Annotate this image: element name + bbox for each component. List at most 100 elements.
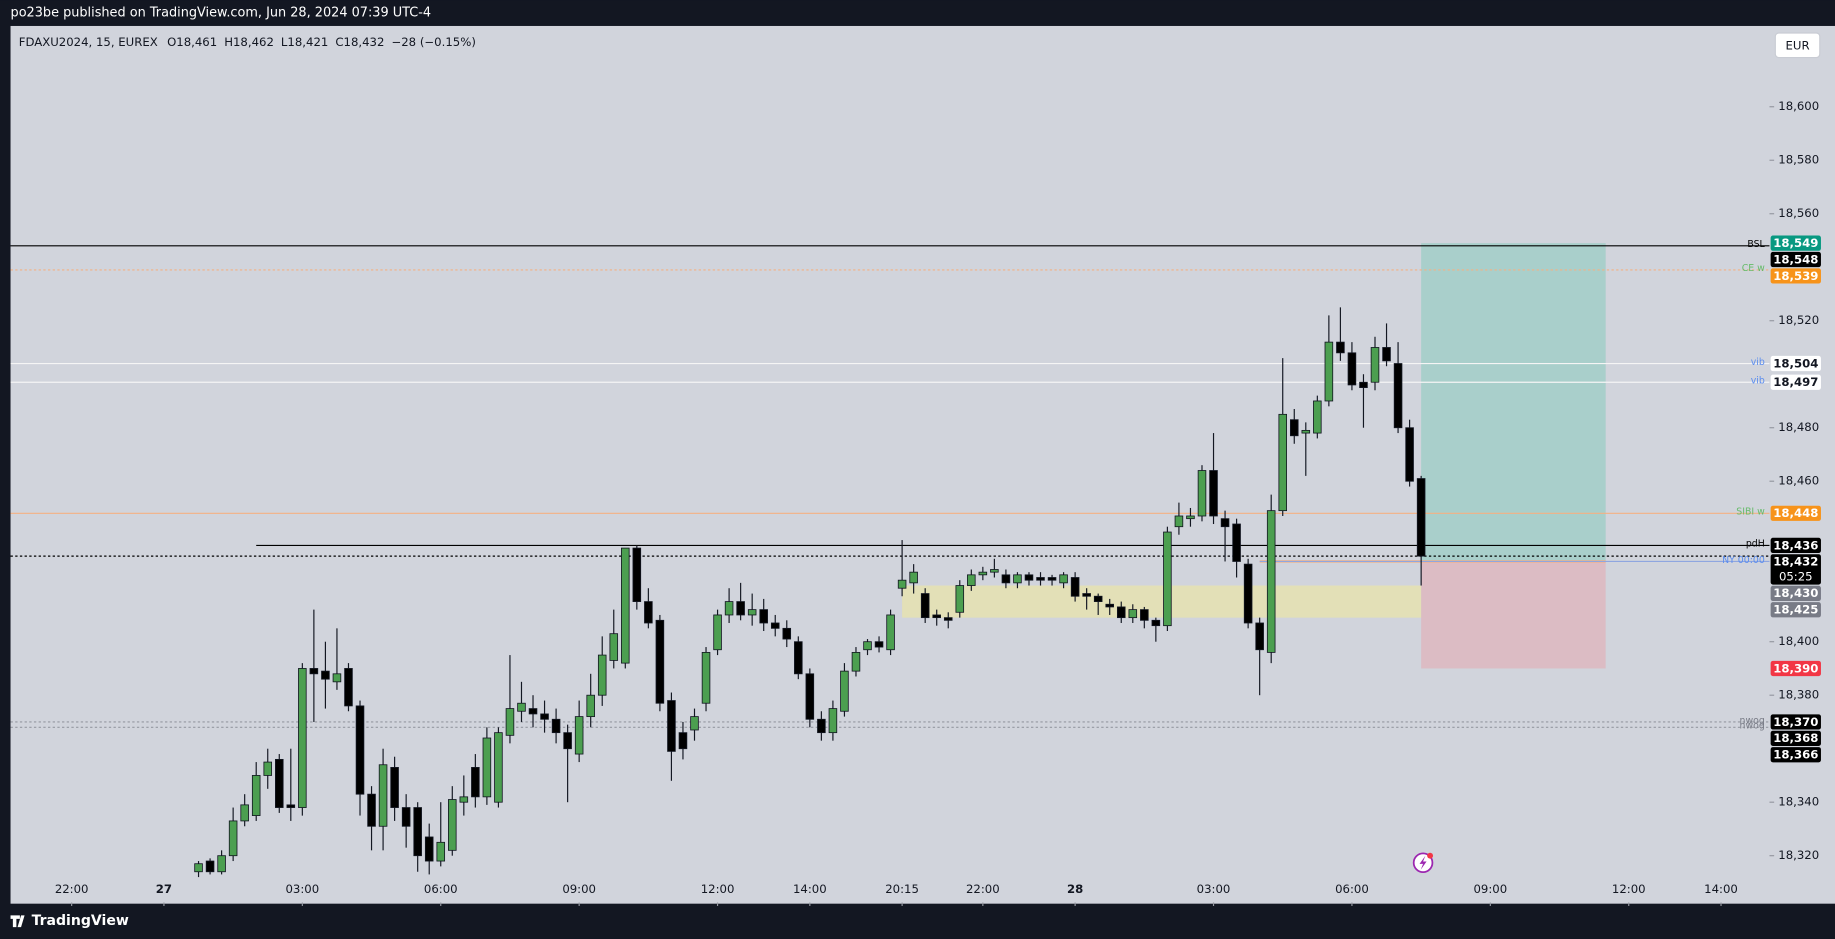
candle-body [586,694,595,718]
candle-body [251,775,261,816]
candle-body [828,708,838,734]
candle-body [1024,574,1034,581]
y-tick-label: 18,380 [1778,688,1819,702]
x-tick-label: 03:00 [285,882,319,896]
candle-body [448,799,457,851]
candle-body [505,708,515,736]
level-name: NY 00:00 [1722,555,1765,566]
price-tag-label: 18,549 [1773,236,1818,250]
price-tag [1770,730,1821,746]
candle-body [217,855,226,873]
candle-body [874,641,884,648]
candle-body [1359,381,1368,389]
candle-body [309,668,319,675]
candle-body [1128,609,1138,619]
candle-body [701,651,711,704]
candle-body [471,767,480,798]
candle-body [1047,577,1057,581]
candle-body [1393,363,1403,429]
level-name: nwog [1740,715,1765,726]
candle-body [263,761,273,776]
candle-body [1186,515,1195,520]
candle-body [724,601,734,616]
candle-body [205,860,215,873]
candle-body [344,668,353,707]
currency[interactable]: EUR [1786,38,1810,52]
price-tag-label: 18,539 [1773,269,1818,283]
candle-body [424,836,434,862]
candle-body [540,713,549,720]
candle-body [286,804,296,808]
candle-body [551,718,561,734]
candle-body [713,614,722,651]
price-tag-label: 18,390 [1773,661,1818,675]
price-tag-label: 18,366 [1773,748,1818,762]
candle-body [840,670,849,712]
candle-body [782,627,792,640]
price-tag-label: 18,430 [1773,586,1818,600]
candle-body [1266,510,1276,653]
currency-button[interactable] [1774,32,1821,59]
candle-body [401,807,411,827]
candle-body [1174,515,1184,528]
candle-body [897,579,907,589]
ohlc-label: L18,421 [281,35,328,49]
candle-body [920,593,930,619]
candle-body [1209,470,1218,517]
level-name: vib [1751,357,1765,368]
candle-body [1093,595,1103,602]
candle-body [747,609,757,616]
candle-body [736,601,745,616]
price-tag [1770,505,1821,521]
y-tick-label: 18,580 [1778,153,1819,167]
candle-body [1405,427,1414,482]
level-name: SIBI w [1736,507,1765,518]
x-tick-label: 28 [1067,882,1083,896]
candle-body [851,651,861,672]
ohlc-label: C18,432 [335,35,384,49]
candle-body [1347,352,1357,386]
candle-body [621,547,630,664]
candle-body [678,732,688,750]
level-name: pdH [1746,539,1765,550]
candle-body [1001,574,1011,584]
x-tick-label: 06:00 [424,882,458,896]
candle-body [794,641,803,675]
candle-body [967,574,976,586]
y-tick-label: 18,340 [1778,795,1819,809]
candle-body [482,737,492,798]
candle-body [1313,400,1322,434]
price-tag-label: 18,368 [1773,731,1818,745]
lightning-icon[interactable] [1412,852,1434,873]
candle-body [667,700,676,752]
candle-body [1278,413,1288,512]
candle-body [1163,531,1172,627]
price-tag [1770,660,1821,677]
candle-body [1243,563,1253,624]
candle-body [955,585,965,613]
candle-body [494,732,503,803]
candle-body [1105,603,1114,608]
candle-body [1197,470,1207,517]
candle-body [770,622,780,629]
position-profit [1421,243,1606,562]
candle-body [1289,419,1299,437]
x-tick-label: 12:00 [1612,882,1646,896]
price-tag [1770,747,1821,763]
candle-body [378,764,388,827]
publisher: po23be published on TradingView.com, Jun… [11,6,432,21]
candle-body [909,571,918,584]
x-tick-label: 22:00 [966,882,1000,896]
candle-body [1324,341,1334,402]
price-tag [1770,714,1821,730]
price-tag [1770,585,1821,602]
candle-body [459,796,469,803]
candle-body [863,641,872,651]
candle-body [563,732,572,750]
x-tick-label: 09:00 [562,882,596,896]
level-name: CE w [1742,263,1765,274]
y-tick-label: 18,480 [1778,420,1819,434]
candle-body [240,804,249,822]
candle-body [990,569,999,573]
